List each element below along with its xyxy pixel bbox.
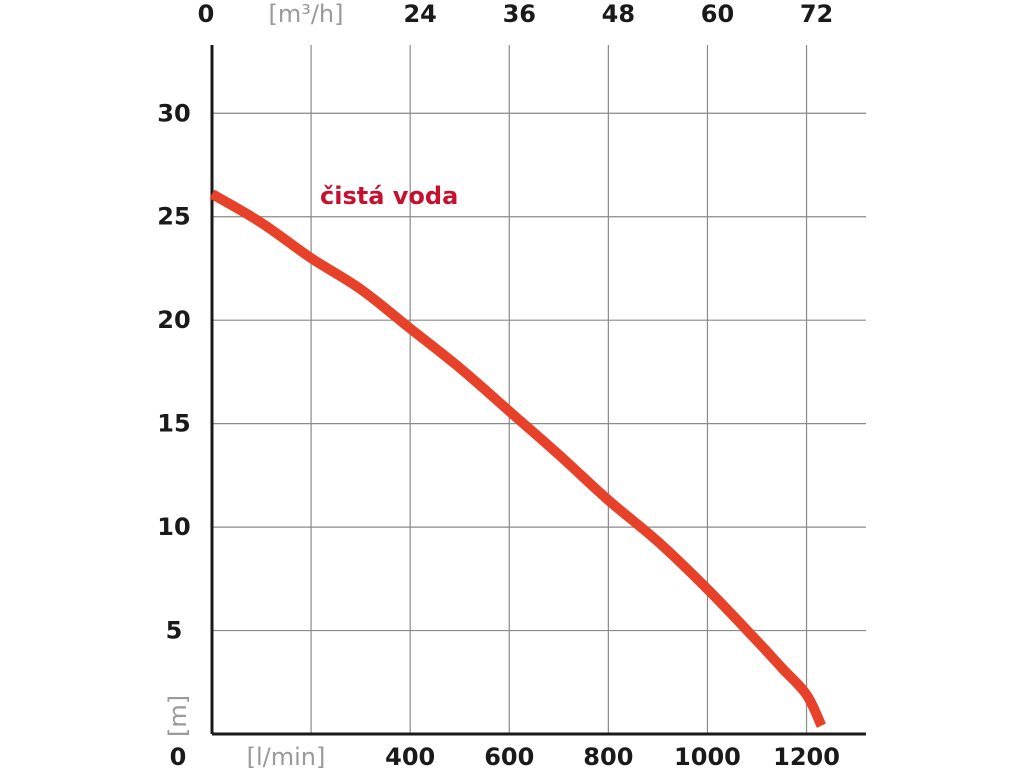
y-unit-label: [m] (164, 695, 192, 737)
x-bottom-tick-label: 600 (484, 743, 534, 768)
x-bottom-tick-label: 1200 (773, 743, 840, 768)
series-label: čistá voda (320, 182, 458, 210)
x-top-tick-label: 60 (701, 0, 734, 28)
y-tick-labels: 5 10 15 20 25 30 (157, 99, 190, 644)
x-top-tick-label: 24 (403, 0, 436, 28)
x-top-tick-label: 72 (800, 0, 833, 28)
x-top-tick-label: 36 (503, 0, 536, 28)
y-origin-label: 0 (170, 743, 187, 768)
x-bottom-tick-label: 400 (385, 743, 435, 768)
y-tick-label: 30 (157, 99, 190, 127)
y-tick-label: 5 (166, 617, 183, 645)
y-tick-label: 25 (157, 203, 190, 231)
x-top-tick-label: 48 (602, 0, 635, 28)
x-bottom-unit-label: [l/min] (247, 743, 326, 768)
y-tick-label: 10 (157, 513, 190, 541)
x-top-tick-labels: 24 36 48 60 72 (403, 0, 833, 28)
x-bottom-tick-label: 800 (583, 743, 633, 768)
y-tick-label: 20 (157, 306, 190, 334)
x-bottom-tick-label: 1000 (674, 743, 741, 768)
series-line-0 (209, 189, 826, 728)
x-top-origin-label: 0 (198, 0, 215, 28)
x-top-unit-label: [m³/h] (268, 0, 343, 28)
x-bottom-tick-labels: 400 600 800 1000 1200 (385, 743, 840, 768)
series-layer: čistá voda (209, 182, 826, 728)
grid-lines (212, 45, 866, 734)
y-tick-label: 15 (157, 410, 190, 438)
